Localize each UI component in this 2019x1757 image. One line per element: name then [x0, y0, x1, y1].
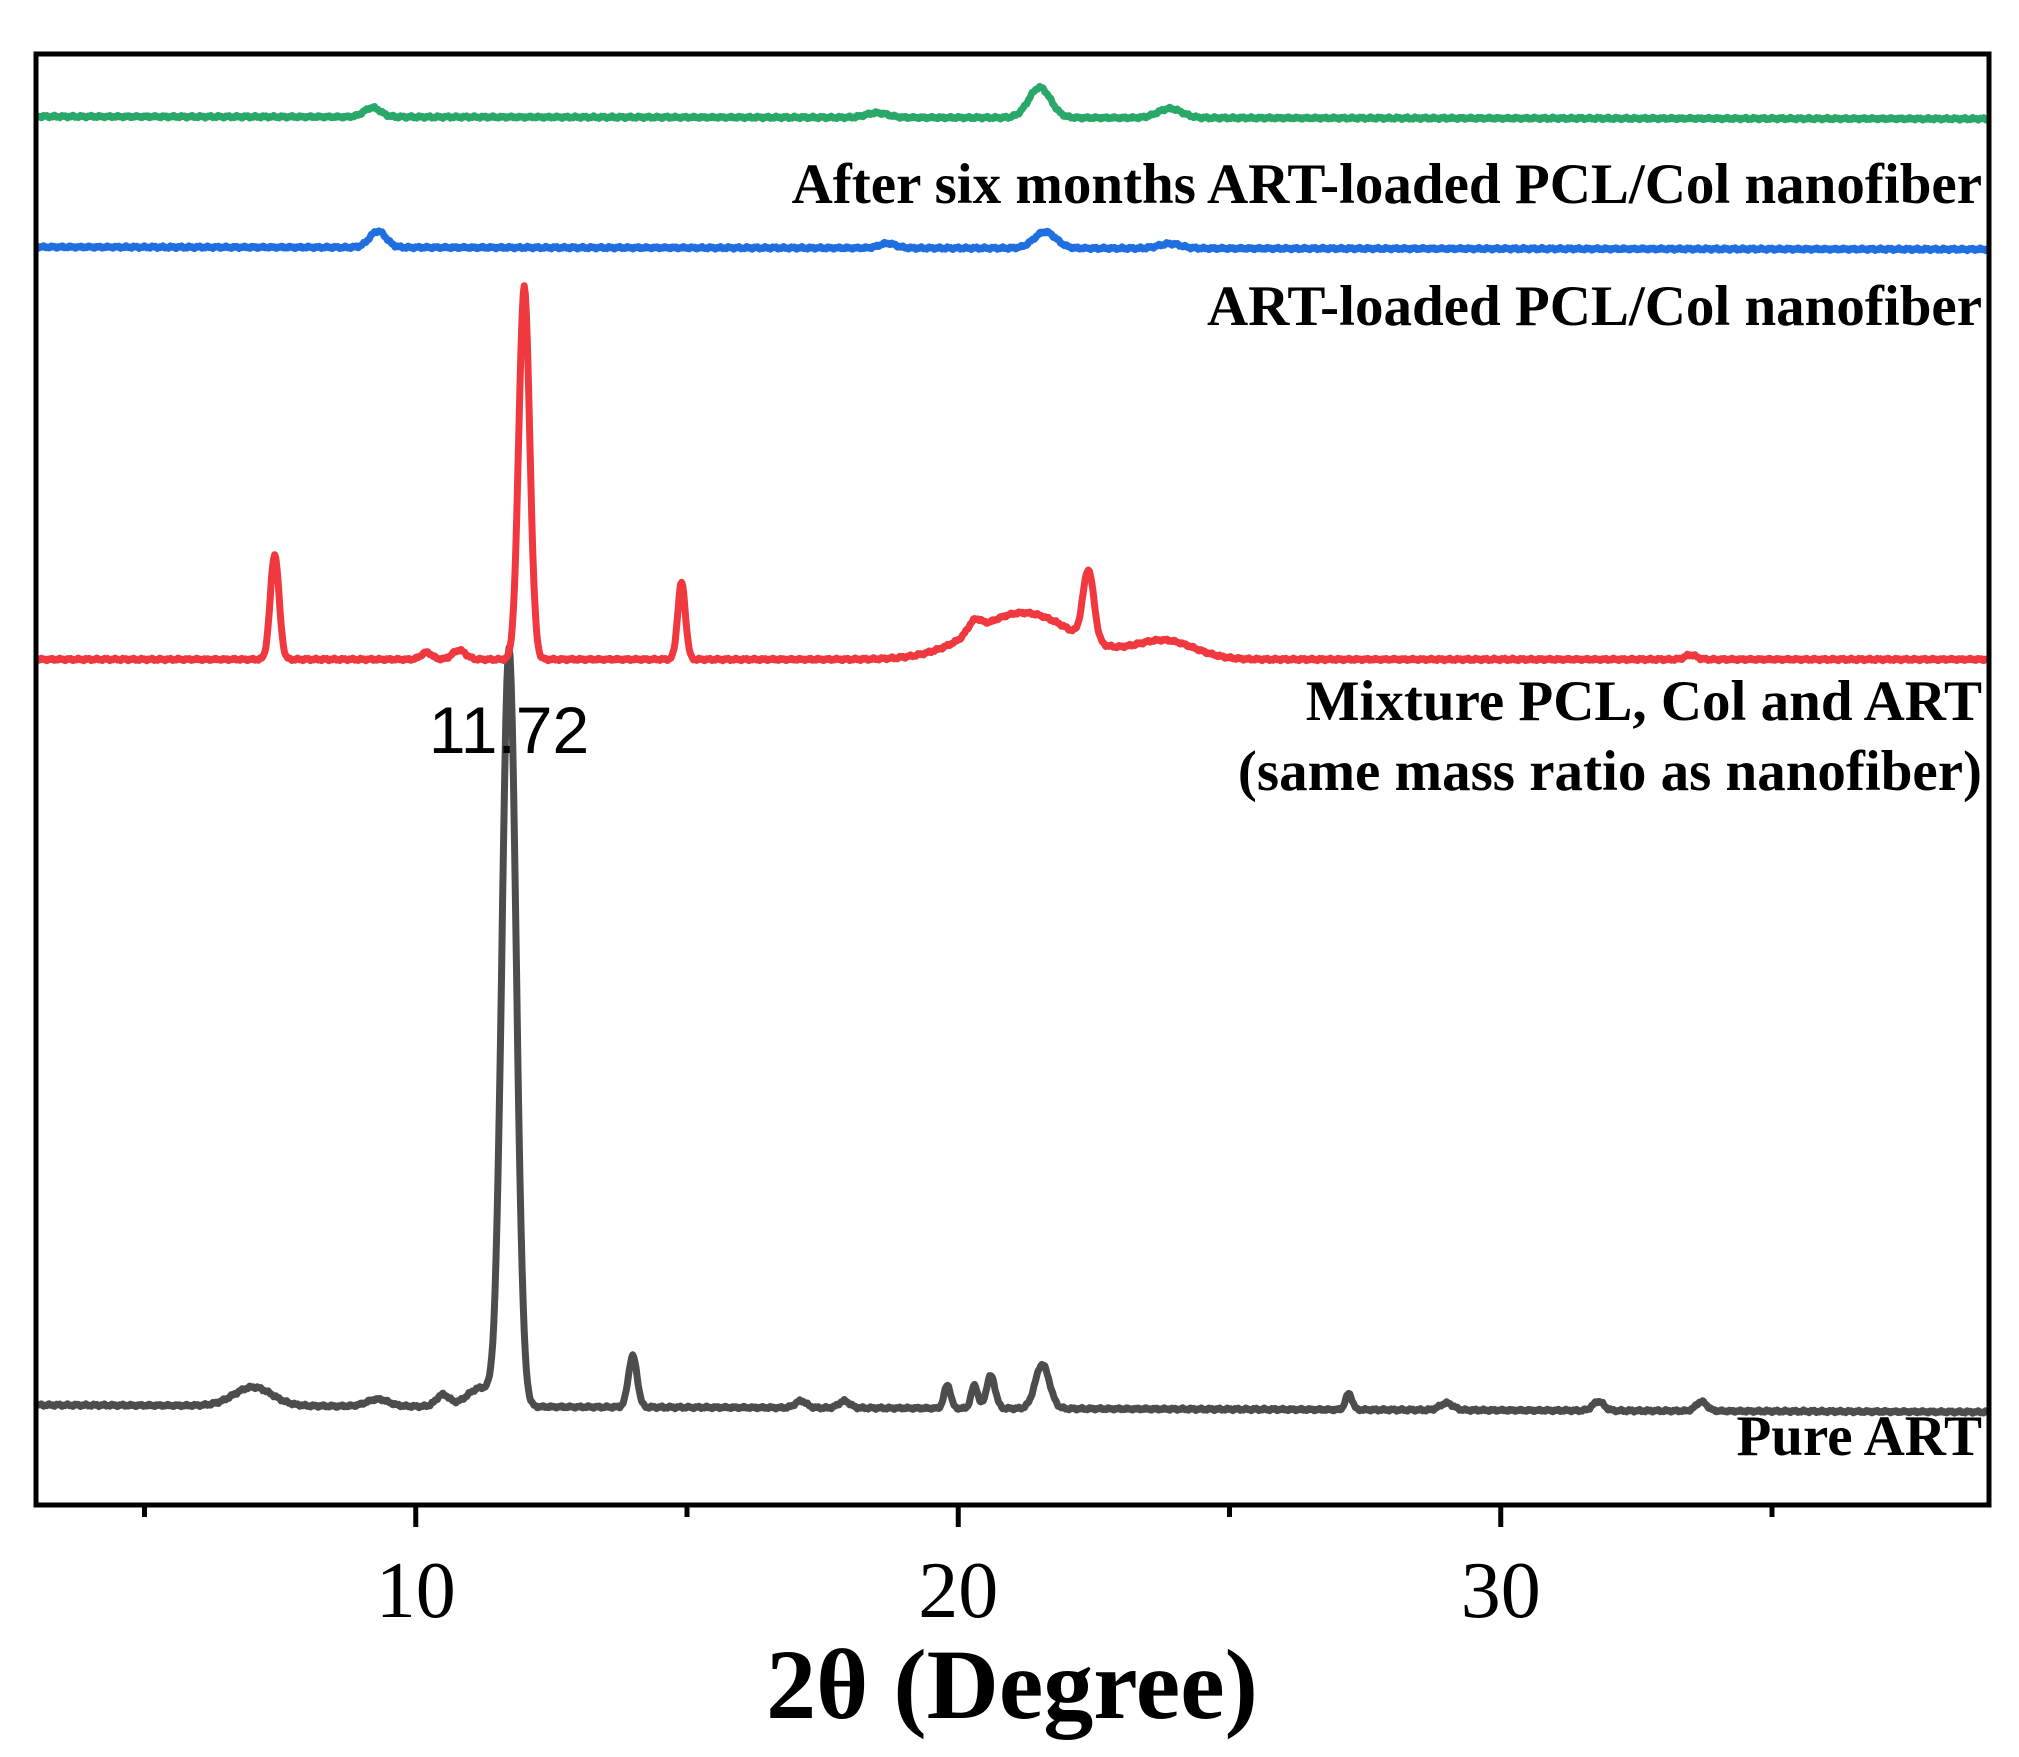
- x-axis-title: 2θ (Degree): [766, 1629, 1258, 1740]
- series-line-2: [33, 227, 1992, 255]
- series-label-1-line-1: (same mass ratio as nanofiber): [1238, 740, 1982, 803]
- series-layer: [33, 82, 1992, 1417]
- plot-frame: [33, 51, 1992, 1508]
- peak-annotation: 11.72: [429, 693, 589, 767]
- series-line-1: [33, 282, 1992, 665]
- series-label-1-line-0: Mixture PCL, Col and ART: [1306, 670, 1982, 733]
- tick-label-30: 30: [1461, 1547, 1541, 1635]
- tick-label-10: 10: [376, 1547, 456, 1635]
- series-line-3: [33, 82, 1992, 124]
- series-label-3-line-0: After six months ART-loaded PCL/Col nano…: [792, 153, 1982, 216]
- series-line-0: [33, 643, 1992, 1417]
- series-labels: Pure ART Mixture PCL, Col and ART (same ma…: [792, 153, 1982, 1468]
- tick-label-20: 20: [918, 1547, 998, 1635]
- x-axis-ticks: 10 20 30: [142, 1505, 1775, 1635]
- series-label-2-line-0: ART-loaded PCL/Col nanofiber: [1207, 275, 1982, 338]
- series-label-0-line-0: Pure ART: [1736, 1405, 1982, 1468]
- axes: [33, 51, 1992, 1508]
